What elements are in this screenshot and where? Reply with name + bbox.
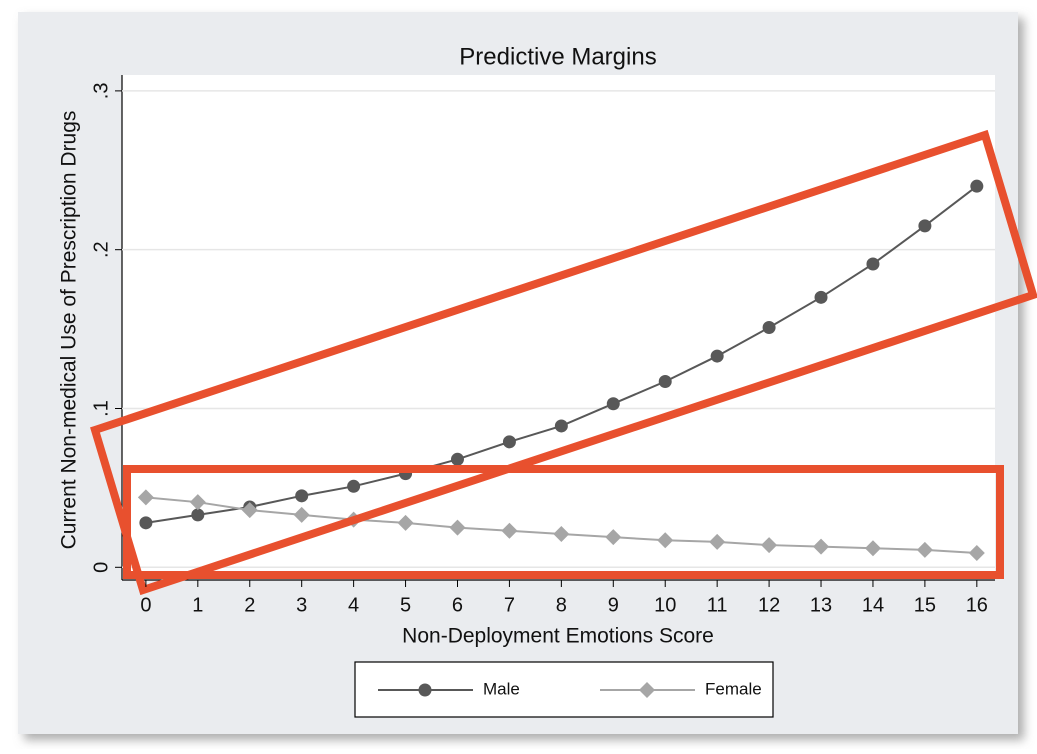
x-tick-label: 7 [504, 594, 515, 616]
y-tick-label: .2 [90, 241, 112, 258]
marker [709, 533, 726, 550]
x-tick-label: 2 [244, 594, 255, 616]
marker [189, 494, 206, 511]
x-tick-label: 8 [556, 594, 567, 616]
marker [916, 541, 933, 558]
x-tick-label: 5 [400, 594, 411, 616]
legend-label: Male [483, 679, 520, 698]
marker [450, 452, 464, 466]
x-tick-label: 4 [348, 594, 359, 616]
marker [639, 682, 655, 698]
plot-area [122, 75, 995, 580]
x-tick-label: 10 [654, 594, 676, 616]
y-tick-label: .3 [90, 83, 112, 100]
y-tick-label: 0 [90, 562, 112, 573]
marker [605, 529, 622, 546]
x-tick-label: 0 [140, 594, 151, 616]
marker [970, 179, 984, 193]
x-tick-label: 16 [966, 594, 988, 616]
marker [553, 525, 570, 542]
marker [554, 419, 568, 433]
highlight-box [123, 465, 1004, 579]
marker [658, 374, 672, 388]
marker [814, 290, 828, 304]
x-axis-title: Non-Deployment Emotions Score [402, 625, 714, 648]
marker [241, 502, 258, 519]
x-tick-label: 14 [862, 594, 884, 616]
marker [449, 519, 466, 536]
marker [918, 219, 932, 233]
marker [347, 479, 361, 493]
x-tick-label: 6 [452, 594, 463, 616]
x-tick-label: 9 [608, 594, 619, 616]
marker [761, 537, 778, 554]
marker [866, 257, 880, 271]
chart-title: Predictive Margins [459, 43, 656, 70]
legend-label: Female [705, 679, 762, 698]
marker [968, 545, 985, 562]
marker [139, 516, 153, 530]
series-layer [122, 90, 995, 569]
marker [137, 489, 154, 506]
marker [813, 538, 830, 555]
y-tick-label: .1 [90, 400, 112, 417]
x-tick-label: 11 [707, 594, 728, 616]
marker [293, 506, 310, 523]
x-tick-label: 1 [192, 594, 203, 616]
marker [501, 522, 518, 539]
marker [502, 435, 516, 449]
marker [397, 514, 414, 531]
marker [657, 532, 674, 549]
x-tick-label: 12 [758, 594, 780, 616]
y-axis-title: Current Non-medical Use of Prescription … [58, 111, 81, 550]
marker [762, 321, 776, 334]
marker [191, 508, 205, 522]
x-tick-label: 3 [296, 594, 307, 616]
marker [864, 540, 881, 557]
x-tick-label: 15 [914, 594, 936, 616]
marker [295, 489, 309, 503]
x-tick-label: 13 [810, 594, 832, 616]
marker [606, 397, 620, 411]
marker [418, 683, 432, 697]
marker [710, 349, 724, 363]
